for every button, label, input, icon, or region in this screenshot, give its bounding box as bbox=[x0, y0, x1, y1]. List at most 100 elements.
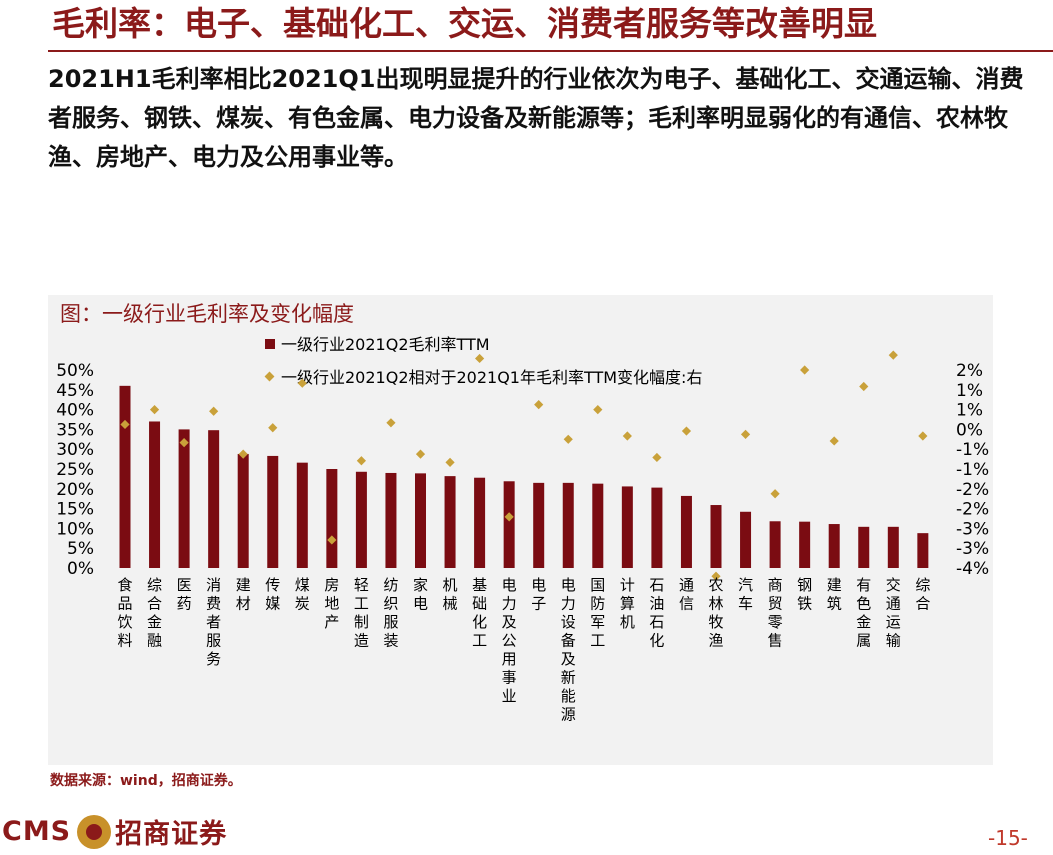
bar bbox=[385, 472, 397, 568]
category-label: 房地产 bbox=[324, 576, 339, 631]
bar bbox=[592, 483, 604, 568]
left-y-axis: 0%5%10%15%20%25%30%35%40%45%50% bbox=[56, 361, 94, 579]
right-axis-tick-label: -1% bbox=[956, 440, 989, 460]
change-marker bbox=[445, 457, 455, 467]
category-label: 电子 bbox=[531, 576, 546, 613]
change-marker bbox=[475, 353, 485, 364]
change-marker bbox=[652, 452, 662, 463]
category-label: 有色金属 bbox=[856, 576, 871, 650]
bar bbox=[799, 521, 811, 568]
bar-series bbox=[119, 385, 929, 568]
bar bbox=[769, 521, 781, 568]
change-marker bbox=[800, 365, 810, 375]
bar bbox=[444, 476, 456, 568]
change-marker bbox=[829, 436, 839, 446]
left-axis-tick-label: 15% bbox=[56, 500, 94, 520]
data-source-note: 数据来源：wind，招商证券。 bbox=[50, 773, 242, 789]
change-marker bbox=[149, 405, 160, 415]
category-label: 商贸零售 bbox=[768, 576, 783, 650]
bar bbox=[917, 533, 929, 568]
change-marker bbox=[593, 405, 603, 415]
logo-emblem-icon bbox=[77, 814, 112, 849]
left-axis-tick-label: 25% bbox=[56, 460, 94, 480]
bar bbox=[562, 482, 574, 568]
change-marker bbox=[534, 400, 544, 410]
category-label: 石油石化 bbox=[649, 576, 664, 650]
left-axis-tick-label: 40% bbox=[56, 401, 94, 421]
bar bbox=[828, 524, 840, 568]
change-marker bbox=[740, 429, 751, 439]
right-axis-tick-label: 2% bbox=[956, 361, 983, 381]
chart-title: 图：一级行业毛利率及变化幅度 bbox=[60, 302, 354, 326]
category-label: 传媒 bbox=[265, 576, 280, 613]
change-marker bbox=[120, 419, 130, 430]
category-label: 综合金融 bbox=[147, 576, 162, 650]
change-marker bbox=[179, 438, 189, 448]
summary-text: 2021H1毛利率相比2021Q1出现明显提升的行业依次为电子、基础化工、交通运… bbox=[48, 65, 1024, 171]
bar bbox=[533, 482, 545, 568]
bar bbox=[887, 526, 899, 568]
logo-text-en: CMS bbox=[2, 816, 72, 847]
change-marker bbox=[386, 418, 396, 428]
category-label: 汽车 bbox=[738, 576, 753, 613]
bar bbox=[326, 469, 338, 568]
change-marker bbox=[622, 431, 632, 441]
left-axis-tick-label: 35% bbox=[56, 420, 94, 440]
change-marker bbox=[681, 426, 692, 436]
company-logo: CMS 招商证券 bbox=[2, 812, 227, 851]
right-axis-tick-label: -3% bbox=[956, 519, 989, 539]
legend-marker-label: 一级行业2021Q2相对于2021Q1年毛利率TTM变化幅度:右 bbox=[281, 368, 702, 387]
category-label: 基础化工 bbox=[472, 576, 487, 650]
change-marker bbox=[327, 535, 337, 545]
category-label: 电力设备及新能源 bbox=[561, 576, 576, 724]
category-label: 计算机 bbox=[620, 576, 635, 631]
category-label: 电力及公用事业 bbox=[502, 576, 517, 705]
change-marker bbox=[415, 449, 426, 459]
category-label: 机械 bbox=[443, 576, 458, 613]
left-axis-tick-label: 30% bbox=[56, 440, 94, 460]
logo-text-cn: 招商证券 bbox=[115, 819, 228, 850]
category-label: 消费者服务 bbox=[206, 576, 221, 668]
chart-legend: 一级行业2021Q2毛利率TTM 一级行业2021Q2相对于2021Q1年毛利率… bbox=[264, 335, 702, 387]
category-label: 轻工制造 bbox=[354, 576, 369, 650]
slide-title: 毛利率：电子、基础化工、交运、消费者服务等改善明显 bbox=[52, 4, 877, 43]
right-axis-tick-label: -3% bbox=[956, 539, 989, 559]
bar bbox=[858, 526, 870, 568]
legend-bar-label: 一级行业2021Q2毛利率TTM bbox=[281, 335, 490, 354]
right-axis-tick-label: -1% bbox=[956, 460, 989, 480]
bar bbox=[474, 477, 486, 568]
bar bbox=[119, 385, 131, 568]
category-label: 家电 bbox=[413, 576, 428, 613]
change-marker bbox=[563, 434, 573, 444]
change-marker bbox=[888, 350, 898, 360]
right-axis-tick-label: -2% bbox=[956, 500, 989, 520]
change-marker bbox=[238, 449, 248, 459]
left-axis-tick-label: 45% bbox=[56, 381, 94, 401]
right-axis-tick-label: -4% bbox=[956, 559, 989, 579]
bar bbox=[178, 429, 190, 568]
legend-bar-swatch bbox=[265, 339, 275, 349]
left-axis-tick-label: 5% bbox=[67, 539, 94, 559]
bar bbox=[267, 455, 279, 568]
category-label: 医药 bbox=[177, 576, 192, 613]
change-marker bbox=[268, 423, 278, 433]
bar bbox=[296, 462, 308, 568]
category-label: 煤炭 bbox=[295, 576, 310, 613]
right-axis-tick-label: 1% bbox=[956, 381, 983, 401]
bar bbox=[680, 495, 692, 568]
change-marker bbox=[209, 406, 219, 416]
bar bbox=[621, 486, 633, 568]
bar bbox=[208, 430, 220, 568]
category-label: 通信 bbox=[679, 576, 694, 613]
category-label: 交通运输 bbox=[886, 576, 901, 650]
left-axis-tick-label: 10% bbox=[56, 519, 94, 539]
bar bbox=[503, 481, 515, 568]
bar bbox=[415, 473, 426, 568]
right-axis-tick-label: 0% bbox=[956, 420, 983, 440]
left-axis-tick-label: 20% bbox=[56, 480, 94, 500]
change-marker bbox=[918, 431, 928, 441]
left-axis-tick-label: 0% bbox=[67, 559, 94, 579]
change-marker bbox=[859, 381, 869, 392]
title-divider bbox=[48, 50, 1053, 52]
